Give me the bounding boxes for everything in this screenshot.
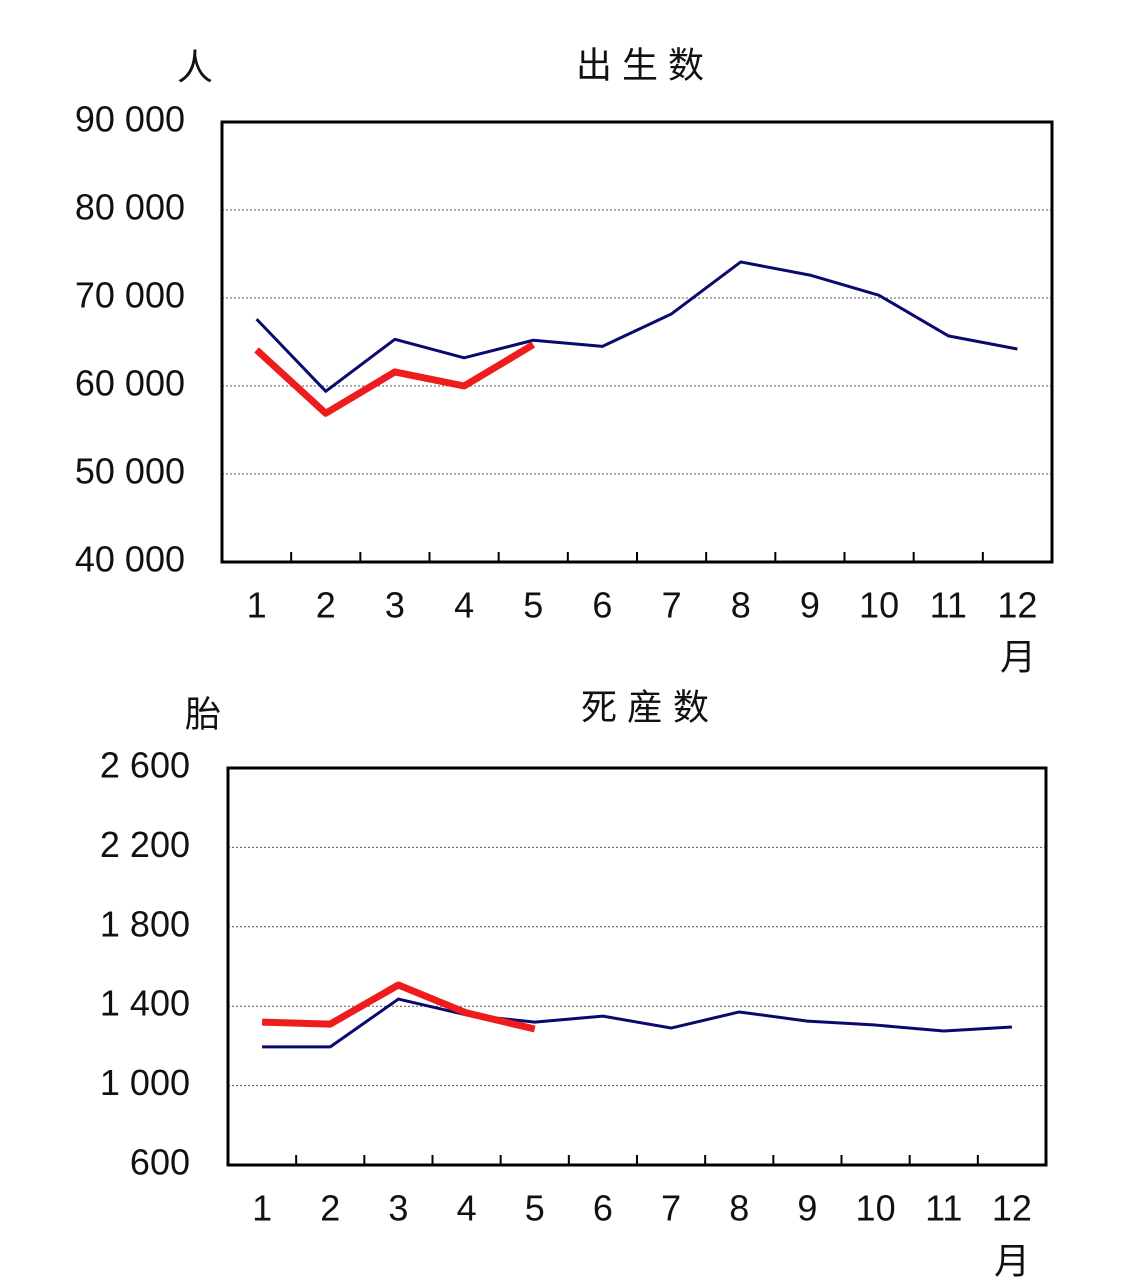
- x-tick-label: 1: [247, 585, 267, 626]
- y-tick-label: 90 000: [75, 99, 185, 140]
- chart-title: 死 産 数: [581, 687, 709, 728]
- data-line: [261, 981, 536, 1033]
- y-tick-label: 50 000: [75, 451, 185, 492]
- plot-frame: [220, 120, 1054, 564]
- y-tick-label: 1 800: [100, 903, 190, 944]
- x-tick-label: 3: [385, 585, 405, 626]
- chart-title: 出 生 数: [576, 45, 704, 86]
- x-tick-label: 4: [454, 585, 474, 626]
- x-tick-label: 1: [252, 1188, 272, 1229]
- x-tick-label: 11: [925, 1188, 962, 1229]
- data-line: [262, 997, 1013, 1049]
- x-unit: 月: [1000, 637, 1036, 678]
- data-line: [254, 341, 536, 417]
- x-tick-label: 8: [729, 1188, 749, 1229]
- x-tick-label: 2: [316, 585, 336, 626]
- x-tick-label: 12: [997, 585, 1037, 626]
- x-tick-label: 11: [930, 585, 967, 626]
- x-tick-label: 9: [797, 1188, 817, 1229]
- x-tick-label: 12: [992, 1188, 1032, 1229]
- y-tick-label: 2 600: [100, 745, 190, 786]
- x-tick-label: 10: [856, 1188, 896, 1229]
- y-tick-label: 70 000: [75, 275, 185, 316]
- y-tick-label: 40 000: [75, 539, 185, 580]
- y-tick-label: 80 000: [75, 187, 185, 228]
- x-tick-label: 5: [525, 1188, 545, 1229]
- x-tick-label: 7: [662, 585, 682, 626]
- x-tick-label: 9: [800, 585, 820, 626]
- y-tick-label: 1 400: [100, 983, 190, 1024]
- y-unit: 人: [177, 47, 213, 88]
- x-tick-label: 6: [592, 585, 612, 626]
- x-tick-label: 5: [523, 585, 543, 626]
- x-tick-label: 8: [731, 585, 751, 626]
- y-tick-label: 1 000: [100, 1062, 190, 1103]
- y-tick-label: 2 200: [100, 824, 190, 865]
- y-tick-label: 60 000: [75, 363, 185, 404]
- plot-frame: [226, 766, 1048, 1167]
- x-tick-label: 10: [859, 585, 899, 626]
- x-tick-label: 6: [593, 1188, 613, 1229]
- x-tick-label: 2: [320, 1188, 340, 1229]
- x-tick-label: 4: [457, 1188, 477, 1229]
- y-unit: 胎: [185, 694, 221, 735]
- x-tick-label: 3: [388, 1188, 408, 1229]
- x-unit: 月: [994, 1241, 1030, 1280]
- x-tick-label: 7: [661, 1188, 681, 1229]
- y-tick-label: 600: [130, 1142, 190, 1183]
- data-line: [255, 260, 1018, 393]
